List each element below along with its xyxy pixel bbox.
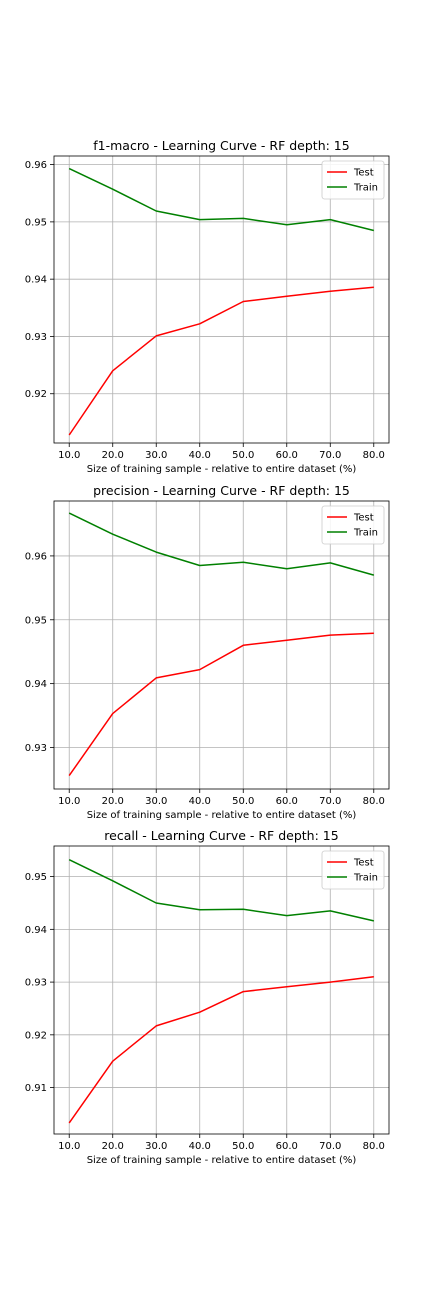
legend-label-test: Test: [353, 858, 374, 869]
x-tick-label: 30.0: [145, 796, 167, 807]
y-tick-label: 0.94: [25, 275, 47, 286]
series-line-train: [68, 512, 375, 576]
y-tick-label: 0.93: [25, 743, 47, 754]
x-tick-label: 10.0: [58, 1141, 80, 1152]
x-tick-label: 20.0: [102, 450, 124, 461]
legend-label-train: Train: [353, 528, 378, 539]
y-tick-label: 0.91: [25, 1083, 47, 1094]
y-tick-label: 0.96: [25, 160, 47, 171]
legend-label-test: Test: [353, 513, 374, 524]
x-tick-label: 80.0: [363, 1141, 385, 1152]
subplot-1: f1-macro - Learning Curve - RF depth: 15…: [25, 138, 390, 475]
axes-frame: [53, 845, 390, 1135]
x-tick-label: 80.0: [363, 796, 385, 807]
legend-box: [321, 160, 385, 200]
subplot-2: precision - Learning Curve - RF depth: 1…: [25, 483, 390, 821]
y-tick-label: 0.92: [25, 389, 47, 400]
x-tick-label: 10.0: [58, 796, 80, 807]
legend: Test Train: [321, 505, 385, 545]
legend-box: [321, 850, 385, 890]
x-tick-label: 10.0: [58, 450, 80, 461]
x-axis-label: Size of training sample - relative to en…: [87, 1155, 357, 1166]
legend: Test Train: [321, 160, 385, 200]
series-line-test: [68, 976, 374, 1124]
series-line-test: [68, 286, 374, 436]
x-tick-label: 20.0: [102, 796, 124, 807]
chart-title: precision - Learning Curve - RF depth: 1…: [93, 483, 350, 498]
x-tick-label: 20.0: [102, 1141, 124, 1152]
axes-frame: [53, 155, 390, 444]
y-tick-label: 0.94: [25, 925, 47, 936]
legend-box: [321, 505, 385, 545]
x-tick-label: 40.0: [189, 1141, 211, 1152]
x-tick-label: 50.0: [232, 450, 254, 461]
x-tick-label: 30.0: [145, 1141, 167, 1152]
x-tick-label: 70.0: [319, 450, 341, 461]
y-tick-label: 0.96: [25, 551, 47, 562]
legend: Test Train: [321, 850, 385, 890]
y-tick-label: 0.92: [25, 1030, 47, 1041]
x-tick-label: 50.0: [232, 1141, 254, 1152]
y-tick-label: 0.95: [25, 872, 47, 883]
x-tick-label: 40.0: [189, 450, 211, 461]
y-tick-label: 0.93: [25, 332, 47, 343]
x-tick-label: 60.0: [276, 1141, 298, 1152]
legend-label-train: Train: [353, 873, 378, 884]
series-line-test: [68, 632, 374, 777]
chart-title: f1-macro - Learning Curve - RF depth: 15: [93, 138, 349, 153]
x-tick-label: 60.0: [276, 796, 298, 807]
y-tick-label: 0.95: [25, 615, 47, 626]
y-tick-label: 0.94: [25, 679, 47, 690]
x-axis-label: Size of training sample - relative to en…: [87, 810, 357, 821]
x-tick-label: 70.0: [319, 796, 341, 807]
axes-frame: [53, 500, 390, 790]
y-tick-label: 0.93: [25, 978, 47, 989]
legend-label-train: Train: [353, 183, 378, 194]
series-line-train: [68, 859, 374, 922]
x-tick-label: 30.0: [145, 450, 167, 461]
y-tick-label: 0.95: [25, 217, 47, 228]
series-line-train: [68, 167, 374, 232]
x-tick-label: 70.0: [319, 1141, 341, 1152]
x-tick-label: 80.0: [363, 450, 385, 461]
chart-title: recall - Learning Curve - RF depth: 15: [104, 828, 338, 843]
legend-label-test: Test: [353, 168, 374, 179]
x-tick-label: 50.0: [232, 796, 254, 807]
x-tick-label: 60.0: [276, 450, 298, 461]
subplot-3: recall - Learning Curve - RF depth: 15 10…: [25, 828, 390, 1166]
x-axis-label: Size of training sample - relative to en…: [87, 464, 357, 475]
x-tick-label: 40.0: [189, 796, 211, 807]
